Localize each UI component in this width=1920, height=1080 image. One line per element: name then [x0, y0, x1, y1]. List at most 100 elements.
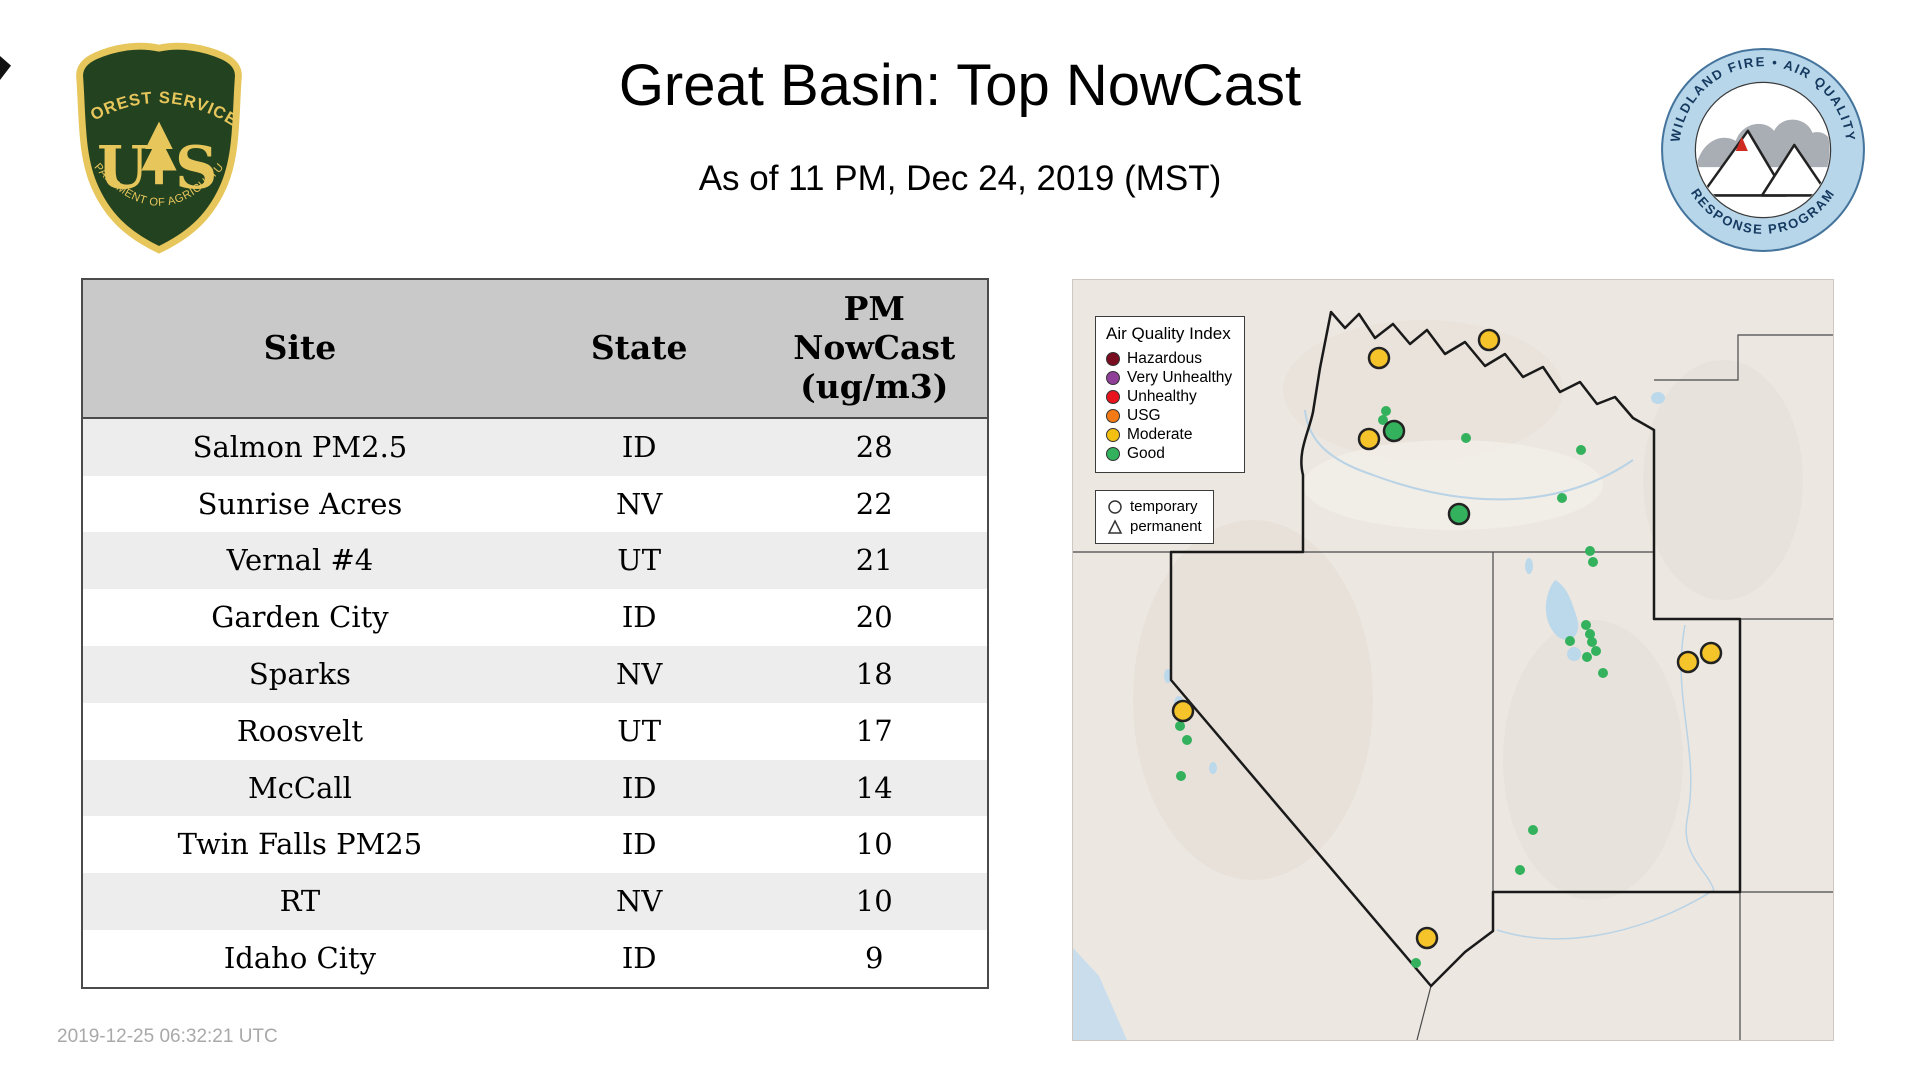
pm-value-cell: 20 — [855, 600, 893, 635]
monitor-moderate — [1171, 699, 1195, 723]
monitor-good — [1382, 419, 1406, 443]
great-basin-map: Air Quality Index Hazardous Very Unhealth… — [1072, 279, 1834, 1041]
monitor-good-small — [1381, 406, 1391, 416]
aqi-color-dot — [1106, 370, 1120, 385]
monitor-good-small — [1557, 493, 1567, 503]
pm-value-cell: 9 — [865, 940, 884, 975]
ocean — [1073, 948, 1127, 1040]
forest-service-shield: FOREST SERVICE U S DEPARTMENT OF AGRICUL… — [60, 26, 242, 254]
aqi-legend-label: Moderate — [1127, 426, 1193, 443]
nowcast-table: Site State PM NowCast (ug/m3) Salmon PM2… — [81, 278, 989, 989]
table-row: Sparks NV 18 — [82, 646, 988, 703]
marker-legend: temporary permanent — [1095, 490, 1214, 544]
state-cell: NV — [616, 486, 663, 521]
monitor-moderate — [1415, 926, 1439, 950]
state-cell: ID — [621, 600, 657, 635]
pm-value-cell: 22 — [855, 486, 893, 521]
monitor-moderate — [1367, 346, 1391, 370]
aqi-color-dot — [1106, 408, 1120, 423]
monitor-good-small — [1565, 636, 1575, 646]
monitor-good — [1447, 502, 1471, 526]
aqi-legend-label: Very Unhealthy — [1127, 369, 1233, 386]
map-canvas — [1073, 280, 1833, 1040]
site-cell: Vernal #4 — [226, 543, 374, 578]
monitor-good-small — [1591, 646, 1601, 656]
monitor-moderate — [1699, 641, 1723, 665]
state-cell: ID — [621, 770, 657, 805]
state-cell: ID — [621, 429, 657, 464]
site-cell: McCall — [247, 770, 352, 805]
aqi-legend-title: Air Quality Index — [1106, 324, 1231, 343]
monogram-u: U — [97, 133, 148, 202]
terrain-shading — [1133, 320, 1803, 900]
table-row: RT NV 10 — [82, 873, 988, 930]
monitor-moderate — [1676, 650, 1700, 674]
state-cell: ID — [621, 940, 657, 975]
pm-value-cell: 10 — [855, 884, 893, 919]
table-row: Twin Falls PM25 ID 10 — [82, 816, 988, 874]
aqi-legend-label: Good — [1127, 445, 1165, 462]
site-cell: Sunrise Acres — [197, 486, 403, 521]
site-cell: Twin Falls PM25 — [177, 827, 423, 862]
pm-value-cell: 17 — [855, 713, 893, 748]
monogram-s: S — [175, 133, 217, 202]
aqi-color-dot — [1106, 446, 1120, 461]
flame-icon — [1735, 136, 1748, 152]
airfire-badge: WILDLAND FIRE • AIR QUALITY RESPONSE PRO… — [1661, 48, 1865, 252]
mountains-icon — [1700, 129, 1830, 197]
state-cell: UT — [617, 543, 662, 578]
monitor-good-small — [1585, 546, 1595, 556]
monitor-good-small — [1581, 620, 1591, 630]
triangle-marker-icon — [1107, 519, 1123, 534]
site-cell: Sparks — [248, 657, 351, 691]
site-cell: Salmon PM2.5 — [192, 429, 408, 464]
monitor-good-small — [1588, 557, 1598, 567]
monitor-good-small — [1175, 721, 1185, 731]
table-header-row: Site State PM NowCast (ug/m3) — [82, 279, 988, 419]
table-row: Garden City ID 20 — [82, 589, 988, 646]
aqi-legend-item: Good — [1106, 444, 1232, 463]
monitor-markers-layer — [1171, 328, 1723, 968]
page-title: Great Basin: Top NowCast — [618, 53, 1302, 118]
pm-value-cell: 10 — [855, 827, 893, 862]
monitor-good-small — [1411, 958, 1421, 968]
pm-value-cell: 18 — [855, 657, 893, 691]
aqi-legend-label: Unhealthy — [1127, 388, 1197, 405]
pine-tree-icon — [141, 121, 177, 185]
table-row: Idaho City ID 9 — [82, 929, 988, 988]
aqi-legend-item: Very Unhealthy — [1106, 368, 1232, 387]
aqi-legend: Air Quality Index Hazardous Very Unhealth… — [1095, 316, 1246, 473]
state-cell: ID — [621, 827, 657, 862]
site-cell: Roosvelt — [236, 713, 363, 748]
table-row: Sunrise Acres NV 22 — [82, 475, 988, 533]
aqi-legend-item: Hazardous — [1106, 349, 1232, 368]
header: Great Basin: Top NowCast As of 11 PM, De… — [330, 52, 1590, 199]
airfire-program-logo: WILDLAND FIRE • AIR QUALITY RESPONSE PRO… — [1657, 44, 1869, 256]
page-subtitle: As of 11 PM, Dec 24, 2019 (MST) — [698, 159, 1222, 198]
nowcast-table-container: Site State PM NowCast (ug/m3) Salmon PM2… — [81, 278, 989, 989]
pm-value-cell: 28 — [855, 429, 893, 464]
monitor-good-small — [1576, 445, 1586, 455]
state-column-header: State — [516, 279, 762, 419]
aqi-legend-label: Hazardous — [1127, 350, 1202, 367]
monitor-moderate — [1477, 328, 1501, 352]
aqi-color-dot — [1106, 351, 1120, 366]
site-column-header: Site — [82, 279, 517, 419]
table-row: Salmon PM2.5 ID 28 — [82, 417, 988, 476]
state-cell: UT — [617, 713, 662, 748]
region-outline — [1169, 310, 1742, 988]
state-cell: NV — [616, 657, 663, 691]
monitor-good-small — [1176, 771, 1186, 781]
monitor-good-small — [1515, 865, 1525, 875]
pm-nowcast-column-header: PM NowCast (ug/m3) — [761, 279, 988, 419]
table-row: Vernal #4 UT 21 — [82, 532, 988, 590]
aqi-legend-label: USG — [1127, 407, 1161, 424]
monitor-good-small — [1582, 652, 1592, 662]
monitor-good-small — [1585, 629, 1595, 639]
monitor-moderate — [1357, 427, 1381, 451]
table-row: McCall ID 14 — [82, 759, 988, 817]
aqi-color-dot — [1106, 427, 1120, 442]
forest-service-logo: FOREST SERVICE U S DEPARTMENT OF AGRICUL… — [60, 26, 252, 258]
permanent-legend-row: permanent — [1107, 517, 1202, 537]
aqi-color-dot — [1106, 389, 1120, 404]
